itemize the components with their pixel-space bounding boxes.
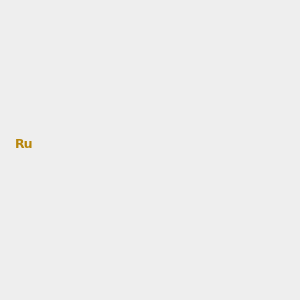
Text: Ru: Ru bbox=[15, 137, 33, 151]
